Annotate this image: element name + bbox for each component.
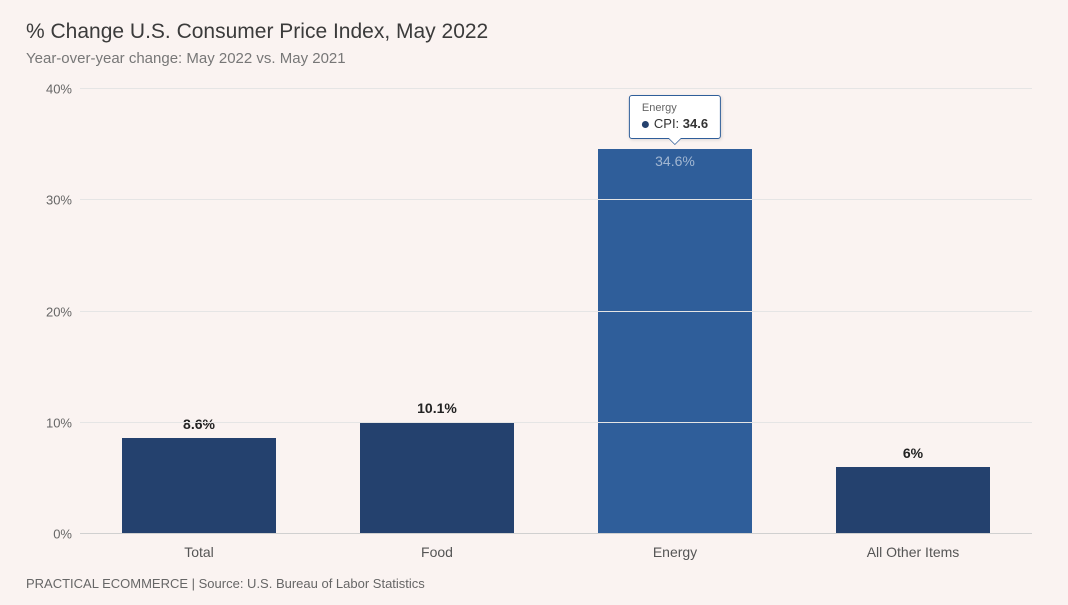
plot-area: 8.6%Total10.1%Food34.6%EnergyEnergyCPI: … (60, 75, 1032, 564)
source-footer: PRACTICAL ECOMMERCE | Source: U.S. Burea… (26, 576, 1042, 591)
x-category-label: Total (184, 544, 214, 560)
tooltip-arrow-icon (668, 138, 682, 145)
y-tick-label: 0% (53, 527, 72, 542)
chart-title: % Change U.S. Consumer Price Index, May … (26, 20, 1042, 44)
x-axis-baseline (80, 533, 1032, 534)
bar-slot: 10.1%Food (318, 89, 556, 534)
bar[interactable]: 6% (836, 467, 991, 534)
bar-slot: 6%All Other Items (794, 89, 1032, 534)
tooltip-row: CPI: 34.6 (642, 116, 708, 131)
chart-container: % Change U.S. Consumer Price Index, May … (0, 0, 1068, 605)
y-tick-label: 40% (46, 82, 72, 97)
bars-group: 8.6%Total10.1%Food34.6%EnergyEnergyCPI: … (80, 89, 1032, 534)
bar[interactable]: 8.6% (122, 438, 277, 534)
tooltip-value: 34.6 (683, 116, 708, 131)
y-tick-label: 10% (46, 415, 72, 430)
gridline (80, 88, 1032, 89)
bar-value-label: 10.1% (417, 400, 457, 416)
bar[interactable]: 34.6% (598, 149, 753, 534)
bar[interactable]: 10.1% (360, 422, 515, 534)
tooltip-series-name: CPI: (654, 116, 683, 131)
x-category-label: Food (421, 544, 453, 560)
tooltip: Energy CPI: 34.6 (629, 95, 721, 139)
x-category-label: All Other Items (867, 544, 960, 560)
bar-slot: 8.6%Total (80, 89, 318, 534)
bar-value-label: 6% (903, 445, 923, 461)
gridline (80, 422, 1032, 423)
grid-area: 8.6%Total10.1%Food34.6%EnergyEnergyCPI: … (80, 89, 1032, 534)
bar-slot: 34.6% EnergyEnergy CPI: 34.6 (556, 89, 794, 534)
bar-value-label: 8.6% (183, 416, 215, 432)
gridline (80, 311, 1032, 312)
y-tick-label: 30% (46, 193, 72, 208)
tooltip-category: Energy (642, 102, 708, 114)
gridline (80, 199, 1032, 200)
bar-value-label-ghost: 34.6% (655, 153, 695, 169)
x-category-label: Energy (653, 544, 697, 560)
tooltip-dot-icon (642, 121, 649, 128)
y-tick-label: 20% (46, 304, 72, 319)
chart-subtitle: Year-over-year change: May 2022 vs. May … (26, 50, 1042, 67)
